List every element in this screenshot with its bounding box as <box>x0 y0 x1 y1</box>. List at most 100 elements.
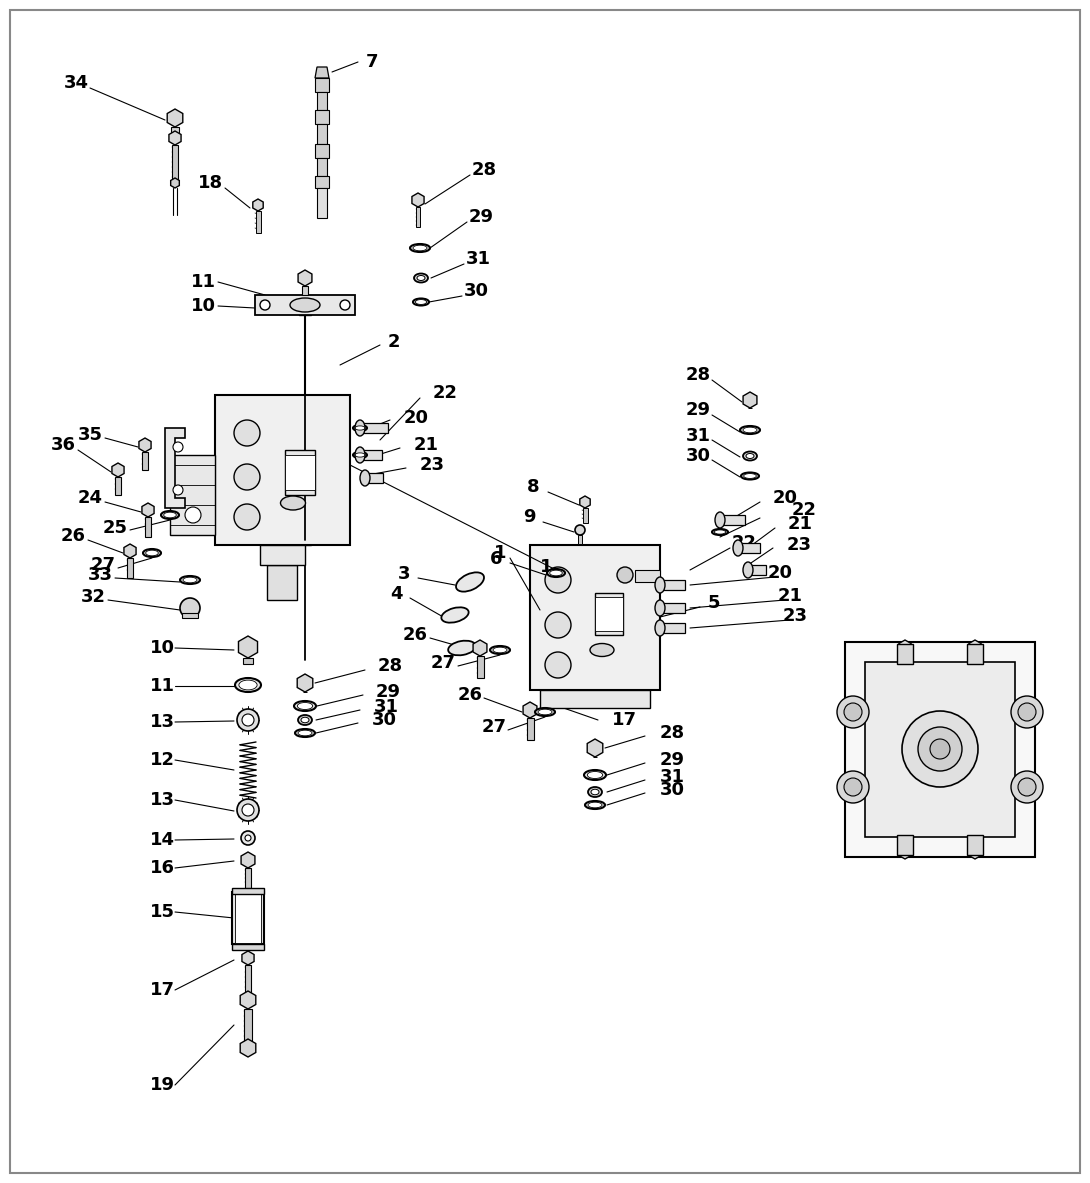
Ellipse shape <box>413 298 429 305</box>
Ellipse shape <box>239 680 257 690</box>
Ellipse shape <box>355 420 365 437</box>
Bar <box>530 545 661 690</box>
Text: 9: 9 <box>523 508 535 526</box>
Bar <box>215 395 350 545</box>
Polygon shape <box>969 640 981 654</box>
Text: 28: 28 <box>378 657 403 675</box>
Bar <box>967 835 983 855</box>
Text: 6: 6 <box>489 550 502 568</box>
Ellipse shape <box>591 789 600 795</box>
Ellipse shape <box>456 573 484 592</box>
Ellipse shape <box>161 511 179 519</box>
Bar <box>738 543 760 552</box>
Bar <box>145 517 152 537</box>
Bar <box>245 965 251 993</box>
Circle shape <box>1012 771 1043 803</box>
Bar <box>748 565 766 575</box>
Ellipse shape <box>235 678 261 692</box>
Text: 21: 21 <box>777 587 802 605</box>
Ellipse shape <box>417 276 425 280</box>
Bar <box>235 893 261 943</box>
Polygon shape <box>171 177 180 188</box>
Circle shape <box>237 709 259 731</box>
Ellipse shape <box>298 703 313 710</box>
Circle shape <box>1018 778 1036 796</box>
Polygon shape <box>899 640 911 654</box>
Text: 34: 34 <box>63 75 88 92</box>
Circle shape <box>234 420 261 446</box>
Ellipse shape <box>743 427 756 433</box>
Ellipse shape <box>355 426 365 431</box>
Text: 18: 18 <box>197 174 222 192</box>
Ellipse shape <box>414 273 428 283</box>
Circle shape <box>185 508 201 523</box>
Polygon shape <box>899 845 911 859</box>
Circle shape <box>242 804 254 816</box>
Bar <box>317 124 327 144</box>
Text: 14: 14 <box>149 830 174 849</box>
Bar <box>232 944 264 950</box>
Ellipse shape <box>655 600 665 616</box>
Bar <box>116 477 121 494</box>
Ellipse shape <box>298 730 312 736</box>
Bar <box>315 144 329 159</box>
Ellipse shape <box>585 801 605 809</box>
Circle shape <box>234 504 261 530</box>
Ellipse shape <box>746 453 754 459</box>
Circle shape <box>576 525 585 535</box>
Bar <box>172 146 178 180</box>
Bar <box>182 613 198 618</box>
Text: 13: 13 <box>149 713 174 731</box>
Text: 35: 35 <box>77 426 102 444</box>
Polygon shape <box>112 463 124 477</box>
Bar <box>171 127 179 135</box>
Ellipse shape <box>732 539 743 556</box>
Circle shape <box>237 799 259 821</box>
Text: 28: 28 <box>472 161 497 179</box>
Ellipse shape <box>290 298 320 312</box>
Text: 22: 22 <box>731 534 756 552</box>
Ellipse shape <box>743 452 756 460</box>
Text: 8: 8 <box>526 478 540 496</box>
Bar <box>661 623 685 633</box>
Circle shape <box>241 830 255 845</box>
Bar <box>635 570 661 582</box>
Polygon shape <box>138 438 152 452</box>
Ellipse shape <box>493 647 507 653</box>
Polygon shape <box>142 503 154 517</box>
Ellipse shape <box>415 299 426 304</box>
Ellipse shape <box>143 549 161 557</box>
Text: 26: 26 <box>61 526 85 545</box>
Text: 29: 29 <box>686 401 711 419</box>
Ellipse shape <box>448 641 476 655</box>
Ellipse shape <box>743 562 753 578</box>
Polygon shape <box>169 131 181 146</box>
Text: 25: 25 <box>102 519 128 537</box>
Bar <box>365 473 383 483</box>
Bar <box>317 159 327 176</box>
Circle shape <box>1012 696 1043 728</box>
Bar <box>845 642 1036 856</box>
Circle shape <box>918 728 962 771</box>
Text: 23: 23 <box>420 455 445 474</box>
Text: 31: 31 <box>374 698 399 716</box>
Text: 26: 26 <box>458 686 483 704</box>
Ellipse shape <box>490 646 510 654</box>
Ellipse shape <box>655 620 665 636</box>
Text: 31: 31 <box>465 250 490 269</box>
Circle shape <box>837 771 869 803</box>
Text: 28: 28 <box>661 724 686 742</box>
Text: 29: 29 <box>661 751 685 769</box>
Polygon shape <box>240 1039 256 1056</box>
Text: 24: 24 <box>77 489 102 508</box>
Circle shape <box>261 300 270 310</box>
Circle shape <box>242 715 254 726</box>
Ellipse shape <box>741 472 759 479</box>
Ellipse shape <box>164 512 177 518</box>
Bar <box>595 593 623 635</box>
Text: 17: 17 <box>611 711 637 729</box>
Ellipse shape <box>655 577 665 593</box>
Bar <box>526 718 533 741</box>
Bar <box>540 690 650 707</box>
Bar <box>360 450 381 460</box>
